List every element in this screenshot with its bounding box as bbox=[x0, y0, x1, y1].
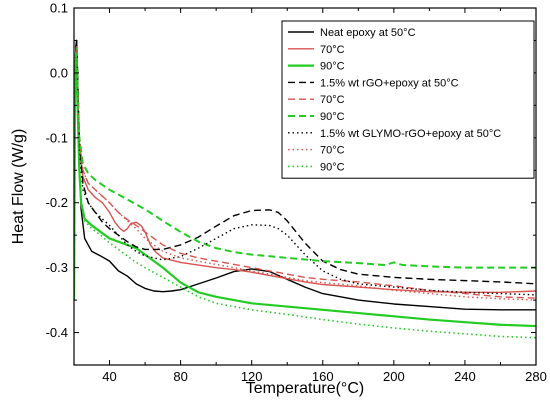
legend-label-6: 90°C bbox=[320, 111, 345, 123]
y-tick-label: -0.4 bbox=[46, 325, 68, 340]
legend-label-3: 90°C bbox=[320, 61, 345, 73]
series-line-8 bbox=[74, 46, 536, 301]
y-tick-label: 0.0 bbox=[50, 65, 68, 80]
y-tick-label: -0.1 bbox=[46, 130, 68, 145]
y-tick-label: -0.3 bbox=[46, 260, 68, 275]
legend-label-1: Neat epoxy at 50°C bbox=[320, 27, 416, 39]
x-axis-title: Temperature(°C) bbox=[246, 380, 364, 397]
y-tick-label: 0.1 bbox=[50, 1, 68, 16]
series-line-7 bbox=[74, 46, 536, 301]
legend-label-7: 1.5% wt GLYMO-rGO+epoxy at 50°C bbox=[320, 128, 501, 140]
legend: Neat epoxy at 50°C 70°C 90°C 1.5% wt rGO+ep… bbox=[281, 20, 535, 179]
plot-frame bbox=[73, 7, 537, 366]
x-tick-label: 160 bbox=[312, 369, 334, 384]
series-line-4 bbox=[74, 39, 536, 301]
legend-label-2: 70°C bbox=[320, 44, 345, 56]
x-tick-label: 40 bbox=[102, 369, 116, 384]
legend-label-4: 1.5% wt rGO+epoxy at 50°C bbox=[320, 77, 459, 89]
legend-box bbox=[281, 20, 535, 179]
ticks: 40 80 120 160 200 240 280 0.1 0.0 -0.1 -0.2 -0.3 -0.… bbox=[46, 1, 547, 385]
x-tick-label: 120 bbox=[241, 369, 263, 384]
x-tick-label: 80 bbox=[173, 369, 187, 384]
series-line-9 bbox=[74, 52, 536, 339]
y-axis-title: Heat Flow (W/g) bbox=[10, 129, 27, 245]
y-tick-label: -0.2 bbox=[46, 195, 68, 210]
legend-label-9: 90°C bbox=[320, 161, 345, 173]
legend-label-8: 70°C bbox=[320, 145, 345, 157]
axes-frame bbox=[73, 7, 537, 366]
series-line-6 bbox=[74, 45, 536, 301]
x-tick-label: 240 bbox=[454, 369, 476, 384]
x-tick-label: 280 bbox=[525, 369, 547, 384]
legend-label-5: 70°C bbox=[320, 94, 345, 106]
x-tick-label: 200 bbox=[383, 369, 405, 384]
